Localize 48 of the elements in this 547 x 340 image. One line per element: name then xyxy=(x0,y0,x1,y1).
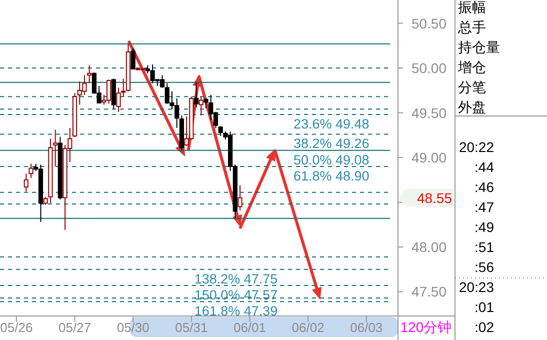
ref-line-label: 23.6% 49.48 xyxy=(293,116,370,132)
text: 增仓 xyxy=(457,59,486,75)
text: 20:23 xyxy=(458,279,494,295)
y-tick-label: 50.00 xyxy=(411,60,447,76)
candlestick xyxy=(53,129,58,167)
x-tick-label: 06/03 xyxy=(350,320,383,335)
text: 总手 xyxy=(457,19,486,35)
candlestick xyxy=(87,64,92,84)
text: :47 xyxy=(474,199,494,215)
ref-line-label: 161.8% 47.39 xyxy=(194,304,278,319)
text: :01 xyxy=(474,299,494,315)
text: 48.55 xyxy=(416,190,452,206)
text: :56 xyxy=(474,259,494,275)
candlestick xyxy=(194,82,199,108)
y-tick-label: 48.00 xyxy=(411,238,447,255)
text: 20:22 xyxy=(458,139,494,155)
candlestick xyxy=(28,163,34,179)
candlestick xyxy=(116,87,121,112)
text: 持仓量 xyxy=(458,39,500,55)
text: 120分钟 xyxy=(400,319,452,335)
text: 振幅 xyxy=(458,0,486,15)
x-tick-label: 05/27 xyxy=(58,320,92,335)
x-tick-label: 05/30 xyxy=(116,320,150,335)
text: :46 xyxy=(474,179,494,195)
candlestick xyxy=(238,184,242,211)
candlestick xyxy=(198,96,204,116)
ref-line-label: 138.2% 47.75 xyxy=(194,271,278,286)
candlestick xyxy=(130,48,136,70)
text: :44 xyxy=(474,159,494,175)
ref-line-label: 38.2% 49.26 xyxy=(293,136,370,152)
ref-line-label: 61.8% 48.90 xyxy=(293,168,370,184)
text: :02 xyxy=(474,319,494,335)
y-tick-label: 49.50 xyxy=(411,104,447,121)
text: :49 xyxy=(474,219,494,235)
y-tick-label: 49.00 xyxy=(411,150,447,166)
y-tick-label: 47.50 xyxy=(411,284,447,300)
text: 分笔 xyxy=(458,79,486,95)
candlestick xyxy=(24,173,28,192)
ref-line-label: 50.0% 49.08 xyxy=(293,152,370,168)
x-tick-label: 05/31 xyxy=(175,320,208,335)
y-tick-label: 50.50 xyxy=(411,15,447,32)
x-tick-label: 06/02 xyxy=(292,320,324,335)
x-tick-label: 06/01 xyxy=(233,320,266,335)
text: :51 xyxy=(474,239,494,255)
candlestick xyxy=(204,98,208,109)
text: 外盘 xyxy=(458,99,486,115)
candlestick xyxy=(218,126,223,137)
x-tick-label: 05/26 xyxy=(0,320,33,335)
